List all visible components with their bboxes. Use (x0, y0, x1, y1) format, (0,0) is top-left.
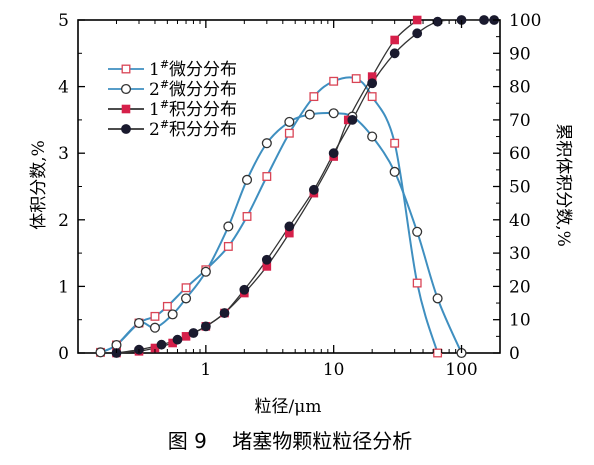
series-2-point (149, 322, 161, 333)
series-4-point (261, 254, 272, 265)
y-left-tick-label: 4 (58, 78, 69, 98)
legend-label-sup: # (160, 58, 169, 71)
y-left-tick-label: 2 (58, 211, 69, 231)
y-left-tick-label: 1 (58, 277, 69, 297)
series-3-point (390, 35, 399, 45)
series-4-point (156, 339, 167, 350)
series-2-point (367, 131, 378, 142)
series-1-point (412, 278, 422, 288)
legend-label-prefix: 1 (149, 100, 160, 120)
series-1-point (329, 76, 339, 86)
y-right-tick-label: 50 (509, 178, 531, 198)
series-2-point (200, 266, 211, 277)
series-4-point (284, 221, 295, 232)
x-tick-label: 10 (323, 360, 345, 380)
series-2-point (223, 221, 234, 232)
legend-label-2: 2#微分分布 (149, 78, 237, 100)
y-right-tick-label: 90 (509, 44, 531, 64)
series-1-point (162, 301, 172, 311)
legend-label-suffix: 微分分布 (169, 60, 237, 80)
legend-label-prefix: 1 (149, 60, 160, 80)
series-1-point (433, 348, 443, 358)
y-right-tick-label: 60 (509, 144, 531, 164)
series-2-point (389, 166, 400, 177)
series-4-point (188, 328, 199, 338)
x-tick-label: 100 (445, 360, 477, 380)
series-1-point (309, 92, 319, 102)
series-2-point (432, 293, 443, 304)
series-4-point (219, 308, 230, 318)
series-1-point (390, 138, 400, 148)
y-left-tick-label: 3 (58, 144, 69, 164)
series-4-point (308, 184, 319, 195)
y-right-tick-label: 10 (509, 311, 531, 331)
y-right-tick-label: 100 (509, 11, 541, 31)
legend-label-suffix: 微分分布 (169, 80, 237, 100)
figure-caption: 图 9 堵塞物颗粒粒径分析 (168, 429, 413, 453)
x-axis-title: 粒径/μm (255, 397, 322, 417)
series-2-point (241, 174, 253, 185)
y-right-tick-label: 20 (509, 277, 531, 297)
series-1-point (150, 311, 160, 321)
legend-label-prefix: 2 (149, 80, 160, 100)
series-3-point (412, 15, 422, 25)
legend-label-suffix: 积分分布 (169, 100, 237, 120)
y-right-tick-label: 0 (509, 344, 520, 364)
legend-label-1: 1#微分分布 (149, 58, 237, 80)
series-4-point (328, 148, 339, 159)
series-2-point (284, 116, 295, 127)
legend-marker-1 (121, 64, 131, 74)
y-right-tick-label: 30 (509, 244, 531, 264)
y-right-tick-label: 80 (509, 78, 531, 98)
series-2-point (180, 293, 192, 304)
series-1-point (262, 172, 272, 181)
legend-label-3: 1#积分分布 (149, 98, 237, 120)
legend-marker-2 (120, 83, 132, 95)
series-1-point (284, 128, 294, 138)
legend-marker-4 (121, 124, 131, 134)
series-4-point (389, 48, 400, 59)
legend-label-sup: # (160, 98, 169, 111)
legend-label-4: 2#积分分布 (149, 118, 237, 140)
series-2-point (133, 317, 145, 329)
series-4-point (432, 16, 443, 27)
y-right-tick-label: 40 (509, 211, 531, 231)
legend-label-suffix: 积分分布 (169, 120, 237, 140)
series-2-point (261, 138, 272, 149)
series-4-point (479, 15, 489, 25)
series-1-point (367, 92, 377, 102)
y-axis-right-title: 累积体积分数,% (553, 123, 573, 247)
legend-marker-3 (121, 104, 131, 114)
legend-label-sup: # (160, 78, 169, 91)
y-left-tick-label: 0 (58, 344, 69, 364)
series-1-point (223, 241, 233, 251)
series-2-point (328, 108, 339, 119)
legend-label-prefix: 2 (149, 120, 160, 140)
series-4-point (239, 284, 250, 295)
series-4-point (347, 115, 358, 125)
series-4-point (367, 78, 378, 89)
series-2-point (167, 309, 178, 320)
series-1-point (351, 74, 361, 84)
series-2-point (111, 339, 122, 351)
y-axis-left-title: 体积分数,% (29, 140, 49, 230)
series-2-point (304, 109, 315, 120)
series-4-point (172, 334, 183, 345)
series-1-point (242, 212, 252, 221)
series-2-point (95, 347, 106, 358)
series-1-point (181, 283, 191, 293)
legend-label-sup: # (160, 118, 169, 131)
series-2-point (412, 226, 423, 237)
x-tick-label: 1 (200, 360, 211, 380)
y-left-tick-label: 5 (58, 11, 69, 31)
series-4-point (200, 321, 211, 332)
series-4-point (412, 28, 423, 39)
series-3-point (181, 332, 191, 341)
y-right-tick-label: 70 (509, 111, 531, 131)
